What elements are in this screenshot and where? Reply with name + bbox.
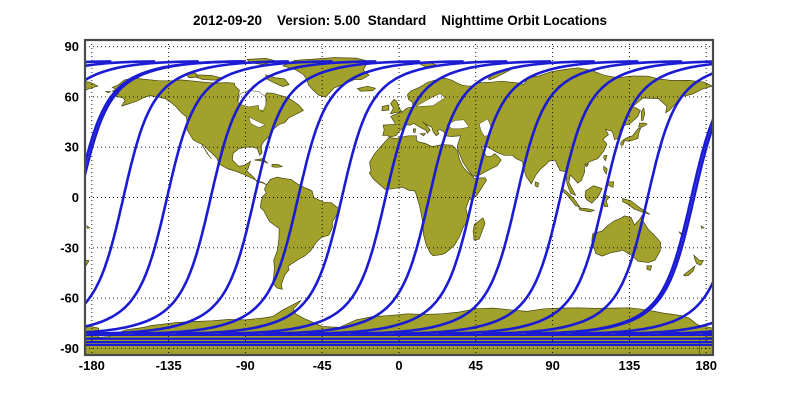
orbit-track	[394, 60, 713, 335]
continent-sri-lanka	[534, 181, 539, 188]
continent-borneo	[584, 185, 603, 204]
orbit-track	[307, 60, 639, 335]
orbit-track	[438, 62, 713, 335]
orbit-track	[572, 279, 713, 335]
continent-baja	[201, 144, 212, 159]
continent-taiwan	[603, 154, 608, 162]
continent-cuba	[254, 158, 269, 164]
x-tick-label: 45	[469, 358, 483, 373]
x-tick-label: -90	[236, 358, 255, 373]
x-tick-label: 90	[545, 358, 559, 373]
orbit-track	[132, 60, 464, 335]
orbit-track	[528, 122, 713, 335]
continent-hokkaido	[638, 122, 648, 128]
orbit-track	[176, 60, 508, 335]
x-tick-label: 135	[619, 358, 641, 373]
continent-sardinia	[412, 128, 417, 133]
continent-great-britain	[389, 98, 403, 115]
lake-great-lakes	[248, 116, 266, 129]
continent-south-america	[260, 176, 341, 290]
continent-eurasia	[85, 81, 99, 91]
orbit-track	[219, 60, 552, 335]
orbit-track	[350, 60, 683, 335]
lake-black-sea	[446, 119, 470, 130]
continent-new-zealand-south	[683, 264, 696, 277]
orbit-tracks	[85, 60, 713, 347]
continent-st-lawrence-island	[104, 90, 111, 93]
continent-australia	[591, 214, 662, 263]
continent-java	[578, 207, 596, 213]
orbit-track	[703, 332, 713, 335]
continent-hainan	[584, 163, 590, 168]
orbit-track	[263, 60, 595, 335]
y-tick-label: -60	[60, 291, 79, 306]
orbit-track	[85, 60, 377, 334]
y-axis-tick-labels: 90 60 30 0 -30 -60 -90	[60, 39, 79, 356]
y-tick-label: 0	[72, 190, 79, 205]
y-tick-label: 90	[65, 39, 79, 54]
y-tick-label: 30	[65, 140, 79, 155]
orbit-track	[525, 116, 713, 335]
continent-antarctica	[698, 336, 713, 355]
grid-lines	[85, 40, 713, 355]
chart-title: 2012-09-20 Version: 5.00 Standard Nightt…	[193, 13, 607, 28]
continent-sakhalin	[640, 107, 646, 121]
continent-hispaniola	[271, 163, 284, 168]
continent-fiji	[86, 225, 91, 229]
plot-border	[83, 38, 715, 357]
orbit-track	[85, 60, 290, 306]
continent-luzon	[603, 165, 608, 175]
orbit-track	[85, 60, 246, 181]
x-axis-tick-labels: -180 -135 -90 -45 0 45 90 135 180	[79, 358, 717, 373]
continent-kyushu	[620, 141, 625, 146]
x-tick-label: -180	[79, 358, 105, 373]
x-tick-label: 180	[695, 358, 717, 373]
x-tick-label: 0	[395, 358, 402, 373]
continent-honshu	[621, 127, 642, 142]
continent-fiji	[700, 225, 706, 229]
x-tick-label: -45	[313, 358, 332, 373]
continent-north-america	[111, 77, 304, 186]
continent-tasmania	[646, 265, 653, 271]
continent-eurasia	[382, 67, 713, 196]
continent-new-zealand-north	[693, 254, 704, 266]
y-tick-label: -90	[60, 341, 79, 356]
y-tick-label: 60	[65, 89, 79, 104]
continent-antarctica	[85, 324, 100, 355]
orbit-track	[85, 60, 333, 328]
orbit-track	[85, 60, 243, 170]
continent-sicily	[419, 133, 427, 137]
continent-madagascar	[472, 217, 486, 241]
continent-baffin	[265, 74, 290, 87]
x-tick-label: -135	[156, 358, 182, 373]
continent-ireland	[381, 104, 390, 112]
orbit-track	[88, 60, 421, 335]
continent-iceland	[356, 85, 377, 92]
y-tick-label: -30	[60, 240, 79, 255]
orbit-track	[481, 71, 713, 335]
